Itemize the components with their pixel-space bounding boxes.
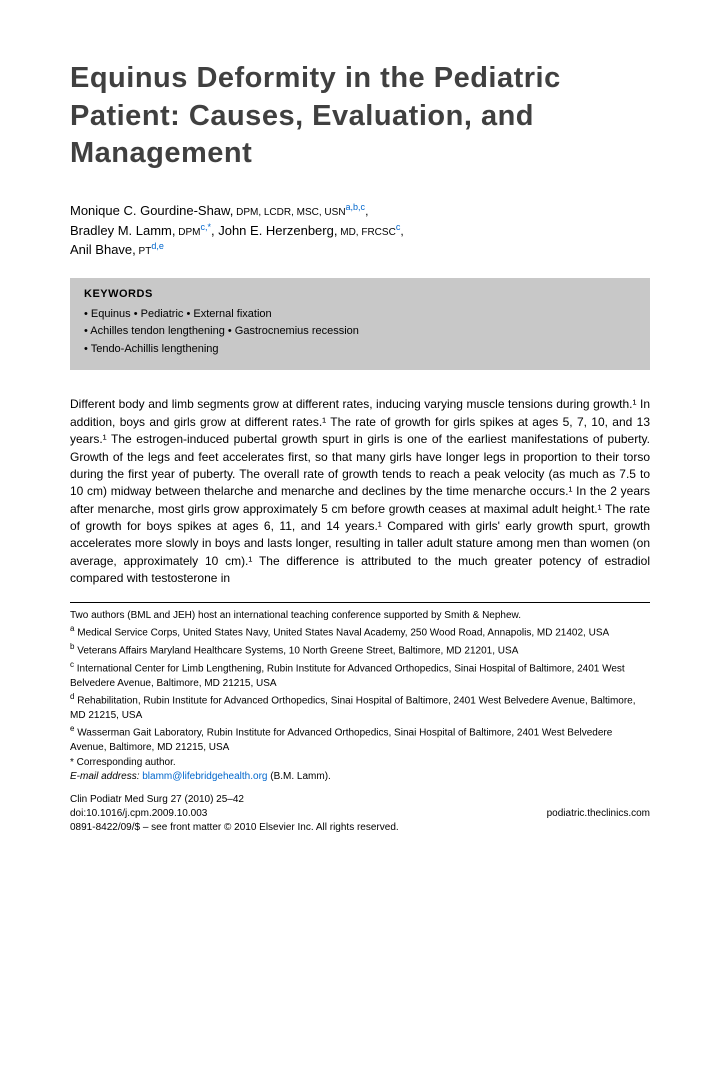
author-affiliation-sup[interactable]: c,* — [200, 222, 211, 232]
corresponding-author: * Corresponding author. — [70, 756, 650, 771]
author-affiliation-sup[interactable]: a,b,c — [346, 202, 366, 212]
email-suffix: (B.M. Lamm). — [270, 771, 331, 782]
keywords-line: • Achilles tendon lengthening • Gastrocn… — [84, 323, 636, 341]
affiliation: d Rehabilitation, Rubin Institute for Ad… — [70, 691, 650, 723]
copyright: 0891-8422/09/$ – see front matter © 2010… — [70, 821, 650, 835]
body-paragraph: Different body and limb segments grow at… — [70, 396, 650, 587]
email-label: E-mail address: — [70, 771, 139, 782]
affiliation: e Wasserman Gait Laboratory, Rubin Insti… — [70, 723, 650, 755]
author-affiliation-sup[interactable]: c — [396, 222, 401, 232]
article-title: Equinus Deformity in the Pediatric Patie… — [70, 60, 650, 173]
journal-site[interactable]: podiatric.theclinics.com — [547, 807, 650, 821]
keywords-line: • Tendo-Achillis lengthening — [84, 341, 636, 359]
keywords-box: KEYWORDS • Equinus • Pediatric • Externa… — [70, 278, 650, 371]
author-credentials: PT — [136, 246, 152, 257]
doi: doi:10.1016/j.cpm.2009.10.003 — [70, 807, 207, 821]
keywords-list: • Equinus • Pediatric • External fixatio… — [84, 306, 636, 359]
footnotes-block: Two authors (BML and JEH) host an intern… — [70, 609, 650, 785]
author-name: Anil Bhave, — [70, 242, 136, 257]
author-name: Monique C. Gourdine-Shaw, — [70, 203, 233, 218]
author-credentials: MD, FRCSC — [337, 227, 395, 238]
author-name: Bradley M. Lamm, — [70, 223, 175, 238]
footnote-rule — [70, 602, 650, 603]
keywords-line: • Equinus • Pediatric • External fixatio… — [84, 306, 636, 324]
keywords-heading: KEYWORDS — [84, 288, 636, 300]
author-credentials: DPM — [175, 227, 200, 238]
authors-block: Monique C. Gourdine-Shaw, DPM, LCDR, MSC… — [70, 201, 650, 260]
author-name: , John E. Herzenberg, — [211, 223, 337, 238]
conflict-statement: Two authors (BML and JEH) host an intern… — [70, 609, 650, 624]
author-affiliation-sup[interactable]: d,e — [151, 241, 164, 251]
email-line: E-mail address: blamm@lifebridgehealth.o… — [70, 770, 650, 785]
journal-citation: Clin Podiatr Med Surg 27 (2010) 25–42 — [70, 793, 650, 807]
publication-info: Clin Podiatr Med Surg 27 (2010) 25–42 do… — [70, 793, 650, 835]
affiliation: b Veterans Affairs Maryland Healthcare S… — [70, 641, 650, 659]
email-link[interactable]: blamm@lifebridgehealth.org — [142, 771, 267, 782]
author-credentials: DPM, LCDR, MSC, USN — [233, 207, 345, 218]
affiliation: c International Center for Limb Lengthen… — [70, 659, 650, 691]
affiliation: a Medical Service Corps, United States N… — [70, 623, 650, 641]
